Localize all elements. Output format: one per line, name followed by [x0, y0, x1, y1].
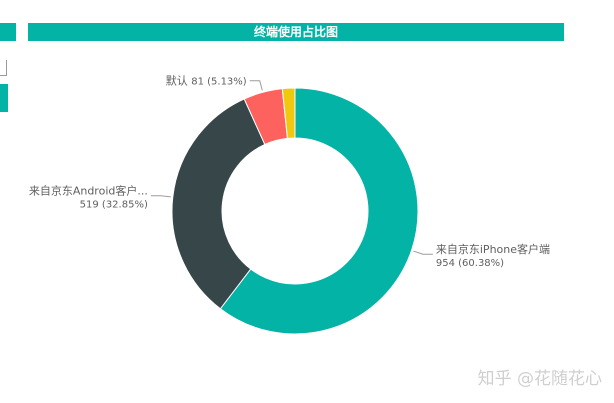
- leader-line: [249, 80, 263, 91]
- slice-label: 来自京东Android客户...: [29, 184, 148, 198]
- slice-label: 来自京东iPhone客户端: [436, 242, 550, 256]
- chart-title-bar: 终端使用占比图: [28, 23, 564, 41]
- left-panel-button-fragment[interactable]: [0, 84, 8, 112]
- donut-slice: [171, 98, 266, 310]
- leader-line: [150, 195, 171, 198]
- leader-line: [413, 250, 433, 255]
- slice-value-label: 519 (32.85%): [80, 200, 148, 211]
- slice-value-label: 954 (60.38%): [436, 258, 504, 269]
- left-panel-fragment: [0, 60, 7, 76]
- left-panel-header-bar: [0, 23, 16, 41]
- chart-title: 终端使用占比图: [253, 25, 338, 39]
- donut-slice: [219, 87, 419, 335]
- donut-slice: [281, 87, 296, 139]
- watermark: 知乎 @花随花心: [477, 369, 602, 389]
- slice-label: 默认 81 (5.13%): [166, 75, 247, 88]
